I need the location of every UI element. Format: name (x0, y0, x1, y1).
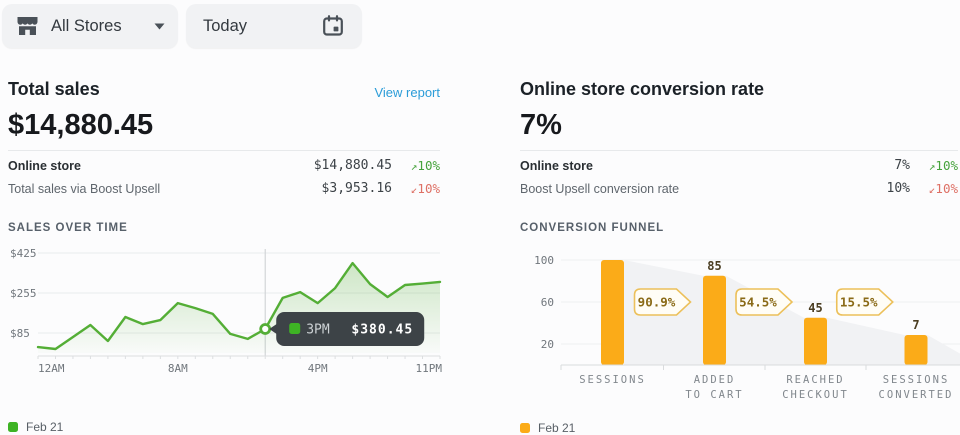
chevron-down-icon (154, 23, 165, 30)
metric-row-boost-upsell-sales: Total sales via Boost Upsell $3,953.16 ↙… (8, 177, 440, 200)
y-axis-label: $425 (10, 247, 37, 260)
conversion-rate-panel: Online store conversion rate 7% Online s… (520, 70, 960, 435)
total-sales-value: $14,880.45 (8, 109, 154, 141)
x-axis-label: 4PM (308, 362, 328, 375)
funnel-legend: Feb 21 (520, 421, 958, 435)
date-range-label: Today (203, 16, 248, 35)
category-label: SESSIONS (883, 374, 950, 386)
metric-row-boost-upsell-rate: Boost Upsell conversion rate 10% ↙10% (520, 177, 958, 200)
category-label: CONVERTED (879, 389, 954, 401)
category-label: ADDED (694, 374, 736, 386)
tooltip-series-swatch (289, 323, 301, 334)
bar-value-label: 85 (707, 259, 721, 273)
metric-label: Online store (520, 158, 593, 173)
metric-value: 7% (894, 158, 910, 173)
conversion-funnel-chart[interactable]: 100 60 20 100 85 45 7 90.9% 54.5% 15.5% SESSIONS AD… (520, 243, 960, 404)
data-point-marker (259, 323, 272, 335)
bar-value-label: 100 (602, 254, 624, 257)
metric-delta: ↙10% (410, 181, 440, 196)
store-selector-label: All Stores (51, 16, 122, 35)
category-label: SESSIONS (579, 374, 646, 386)
x-axis-label: 11PM (416, 362, 443, 375)
conversion-metrics: Online store 7% ↗10% Boost Upsell conver… (520, 150, 958, 200)
conversion-rate-tag (633, 288, 692, 316)
conversion-rate-tag (735, 288, 794, 316)
metric-delta: ↗10% (410, 158, 440, 173)
trend-up-icon: ↗ (410, 160, 418, 173)
category-label: REACHED (786, 374, 844, 386)
total-sales-panel: Total sales View report $14,880.45 Onlin… (8, 70, 442, 434)
sales-over-time-chart-area: $425 $255 $85 12AM 8AM 4PM 11PM 3PM $380.45 (8, 244, 442, 383)
conversion-rate-value: 7% (520, 109, 562, 141)
storefront-icon (15, 15, 40, 37)
chart-tooltip: 3PM $380.45 (269, 312, 425, 346)
metric-delta: ↗10% (928, 158, 958, 173)
metric-delta: ↙10% (928, 181, 958, 196)
funnel-bar (703, 275, 726, 365)
conversion-rate-tag (835, 288, 894, 316)
tooltip-time: 3PM (306, 323, 330, 338)
legend-swatch-orange (520, 423, 530, 433)
sales-over-time-chart[interactable]: $425 $255 $85 12AM 8AM 4PM 11PM 3PM $380.45 (8, 244, 448, 378)
funnel-bar (601, 260, 624, 365)
view-report-link[interactable]: View report (374, 85, 440, 100)
metric-row-online-store-rate: Online store 7% ↗10% (520, 154, 958, 177)
y-axis-label: $85 (10, 327, 30, 340)
y-axis-label: 60 (541, 296, 554, 309)
metric-label: Total sales via Boost Upsell (8, 181, 161, 196)
sales-line (36, 261, 442, 351)
funnel-bar (904, 335, 928, 365)
conversion-funnel-heading: CONVERSION FUNNEL (520, 222, 665, 234)
metric-label: Online store (8, 158, 81, 173)
legend-label: Feb 21 (538, 421, 576, 435)
sales-metrics: Online store $14,880.45 ↗10% Total sales… (8, 150, 440, 200)
trend-down-icon: ↙ (410, 183, 418, 196)
metric-value: 10% (886, 181, 910, 196)
legend-swatch-green (8, 422, 18, 432)
metric-value: $3,953.16 (321, 181, 392, 196)
total-sales-title: Total sales (8, 79, 100, 99)
sales-over-time-heading: SALES OVER TIME (8, 222, 128, 234)
x-axis-label: 12AM (38, 362, 65, 375)
y-axis-label: 100 (534, 254, 554, 267)
conversion-rate-label: 90.9% (638, 295, 676, 310)
store-selector-button[interactable]: All Stores (2, 4, 178, 48)
bar-value-label: 45 (808, 301, 822, 315)
conversion-rate-title: Online store conversion rate (520, 79, 765, 99)
sales-legend: Feb 21 (8, 420, 440, 434)
calendar-icon (321, 14, 345, 38)
metric-row-online-store: Online store $14,880.45 ↗10% (8, 154, 440, 177)
legend-label: Feb 21 (26, 420, 64, 434)
trend-down-icon: ↙ (928, 183, 936, 196)
y-axis-label: $255 (10, 287, 37, 300)
conversion-rate-label: 15.5% (840, 295, 878, 310)
metric-value: $14,880.45 (313, 158, 392, 173)
x-axis-label: 8AM (168, 362, 188, 375)
category-label: CHECKOUT (782, 389, 849, 401)
category-label: TO CART (685, 389, 743, 401)
bar-value-label: 7 (912, 318, 919, 332)
metric-label: Boost Upsell conversion rate (520, 181, 680, 196)
trend-up-icon: ↗ (928, 160, 936, 173)
conversion-rate-label: 54.5% (739, 295, 777, 310)
date-range-button[interactable]: Today (186, 4, 362, 48)
tooltip-value: $380.45 (351, 323, 413, 338)
y-axis-label: 20 (541, 338, 554, 351)
conversion-funnel-chart-area: 100 60 20 100 85 45 7 90.9% 54.5% 15.5% SESSIONS AD… (520, 243, 960, 409)
funnel-bar (804, 317, 827, 365)
